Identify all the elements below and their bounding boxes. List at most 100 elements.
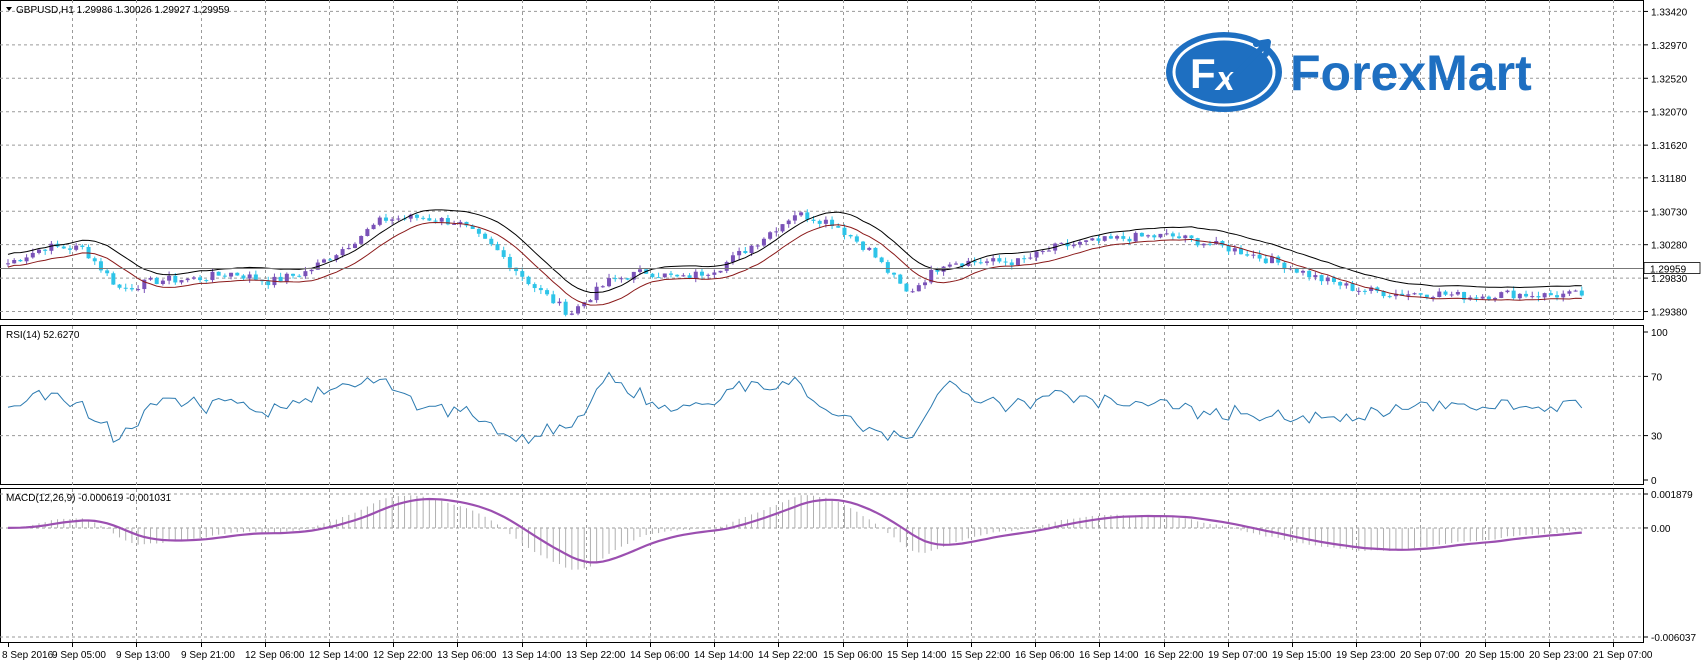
- logo-badge-icon: [1166, 32, 1282, 112]
- x-tick-label: 9 Sep 21:00: [181, 650, 235, 661]
- candle-body: [229, 272, 234, 277]
- candle-body: [1226, 245, 1231, 252]
- rsi-panel: [0, 325, 1644, 485]
- candle-body: [1362, 290, 1367, 292]
- candle-body: [1133, 232, 1138, 242]
- macd-signal-line: [7, 497, 1582, 564]
- candle-body: [1480, 296, 1485, 299]
- candle-body: [916, 285, 921, 292]
- candle-body: [1505, 290, 1510, 293]
- candle-body: [1251, 254, 1256, 256]
- candle-body: [737, 250, 742, 256]
- candle-body: [36, 249, 41, 253]
- candle-body: [1536, 296, 1541, 298]
- candle-body: [334, 255, 339, 261]
- candle-body: [1239, 248, 1244, 255]
- candle-body: [247, 274, 252, 279]
- x-tick-label: 12 Sep 06:00: [245, 650, 305, 661]
- candle-body: [1493, 297, 1498, 300]
- price-y-axis: 1.33420 1.32970 1.32520 1.32070 1.31620 1.311…: [1643, 7, 1688, 319]
- candle-body: [464, 221, 469, 226]
- candle-body: [706, 274, 711, 276]
- candle-body: [904, 283, 909, 292]
- candle-body: [297, 275, 302, 277]
- candle-body: [923, 282, 928, 286]
- x-tick-label: 19 Sep 23:00: [1336, 650, 1396, 661]
- candle-body: [433, 220, 438, 222]
- candle-body: [483, 233, 488, 239]
- candle-body: [780, 224, 785, 232]
- candle-body: [501, 250, 506, 257]
- candle-body: [526, 276, 531, 285]
- x-tick-label: 21 Sep 07:00: [1593, 650, 1653, 661]
- candle-body: [514, 267, 519, 272]
- candle-body: [1579, 290, 1584, 296]
- candle-body: [582, 302, 587, 307]
- candle-body: [452, 223, 457, 225]
- candle-body: [1400, 293, 1405, 296]
- candlesticks: [6, 209, 1584, 317]
- dropdown-triangle-icon[interactable]: [6, 7, 12, 11]
- price-panel: [0, 0, 1644, 320]
- candle-body: [1294, 268, 1299, 273]
- candle-body: [1542, 293, 1547, 298]
- candle-body: [1567, 291, 1572, 294]
- candle-body: [235, 272, 240, 276]
- candle-body: [303, 271, 308, 277]
- x-tick-label: 12 Sep 14:00: [309, 650, 369, 661]
- candle-body: [569, 313, 574, 315]
- candle-body: [712, 272, 717, 275]
- candle-body: [799, 212, 804, 216]
- svg-text:F: F: [1190, 50, 1216, 97]
- candle-body: [1393, 293, 1398, 297]
- logo-wordmark: ForexMart: [1290, 45, 1532, 101]
- candle-body: [204, 280, 209, 282]
- candle-body: [507, 256, 512, 268]
- x-tick-label: 19 Sep 15:00: [1272, 650, 1332, 661]
- candle-body: [1375, 287, 1380, 292]
- y-tick-label: 100: [1651, 328, 1668, 339]
- candle-body: [1524, 293, 1529, 297]
- candle-body: [607, 278, 612, 287]
- candle-body: [613, 278, 618, 280]
- candle-body: [1183, 235, 1188, 239]
- candle-body: [49, 243, 54, 251]
- candle-body: [1046, 250, 1051, 252]
- candle-body: [1220, 241, 1225, 246]
- candle-body: [675, 274, 680, 277]
- candle-body: [1325, 277, 1330, 282]
- candle-body: [266, 281, 271, 286]
- candle-body: [749, 245, 754, 254]
- candle-body: [650, 273, 655, 278]
- candle-body: [545, 290, 550, 295]
- x-tick-label: 13 Sep 14:00: [502, 650, 562, 661]
- candle-body: [625, 278, 630, 280]
- candle-body: [1028, 257, 1033, 259]
- candle-body: [910, 291, 915, 293]
- candle-body: [805, 212, 810, 220]
- candle-body: [1437, 291, 1442, 298]
- candle-body: [111, 273, 116, 285]
- rsi-panel-title: RSI(14) 52.6270: [6, 330, 80, 341]
- y-tick-label: 1.29830: [1651, 274, 1688, 285]
- candle-body: [160, 280, 165, 285]
- candle-body: [1449, 294, 1454, 296]
- y-tick-label: 1.30730: [1651, 207, 1688, 218]
- candle-body: [1245, 254, 1250, 256]
- candle-body: [656, 277, 661, 279]
- candle-body: [823, 219, 828, 224]
- candle-body: [6, 263, 10, 265]
- candle-body: [1356, 290, 1361, 292]
- candle-body: [284, 273, 289, 282]
- candle-body: [371, 224, 376, 230]
- candle-body: [1319, 275, 1324, 282]
- price-panel-title: GBPUSD,H1 1.29986 1.30026 1.29927 1.2995…: [16, 5, 230, 16]
- x-tick-label: 15 Sep 14:00: [887, 650, 947, 661]
- candle-body: [1418, 293, 1423, 295]
- candle-body: [1561, 293, 1566, 298]
- candle-body: [1158, 233, 1163, 238]
- candle-body: [1096, 238, 1101, 241]
- candle-body: [1263, 258, 1268, 264]
- candle-body: [842, 227, 847, 235]
